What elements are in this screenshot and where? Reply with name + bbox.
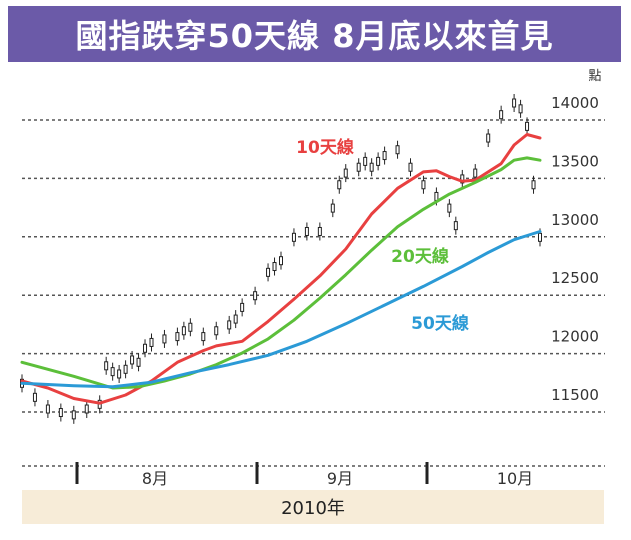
candle-body — [143, 343, 148, 353]
y-tick-label: 11500 — [551, 386, 599, 404]
candle-body — [149, 337, 154, 347]
candle-body — [130, 355, 135, 365]
candle-body — [356, 162, 361, 172]
candle-body — [369, 162, 374, 172]
candle-body — [453, 221, 458, 231]
series-label: 10天線 — [296, 137, 354, 158]
candle-body — [45, 404, 50, 414]
x-month-label: 9月 — [327, 469, 353, 488]
series-layer — [20, 133, 542, 405]
y-tick-label: 14000 — [551, 94, 599, 112]
x-month-label: 8月 — [142, 469, 168, 488]
series-line — [20, 133, 542, 405]
candle-body — [525, 121, 530, 131]
candle-body — [58, 408, 63, 418]
candle-body — [266, 267, 271, 277]
grid-layer — [22, 119, 605, 467]
series-label: 20天線 — [391, 246, 449, 267]
candle-body — [330, 203, 335, 213]
candle-body — [363, 156, 368, 166]
candle-body — [486, 133, 491, 143]
candle-body — [104, 361, 109, 371]
candle-body — [233, 314, 238, 324]
candle-body — [136, 357, 141, 367]
candle-body — [279, 256, 283, 266]
candle-body — [395, 145, 400, 155]
candle-body — [518, 104, 523, 114]
candle-body — [240, 302, 245, 312]
candle-body — [376, 156, 381, 166]
candle-body — [227, 320, 232, 330]
candle-body — [253, 291, 258, 301]
x-month-label: 10月 — [497, 469, 533, 488]
candle-body — [291, 232, 296, 242]
candle-body — [117, 369, 122, 379]
candle-body — [214, 326, 219, 336]
candle-body — [447, 203, 452, 213]
series-line — [20, 156, 542, 390]
candle-body — [382, 151, 387, 161]
candle-body — [512, 98, 517, 108]
candle-body — [201, 332, 206, 342]
year-label: 2010年 — [22, 490, 604, 524]
candle-body — [531, 180, 536, 190]
candle-body — [434, 191, 439, 201]
series-line — [20, 230, 542, 389]
candle-body — [32, 392, 37, 402]
candle-body — [304, 226, 309, 236]
candle-body — [162, 334, 167, 344]
candle-body — [473, 168, 478, 178]
candle-body — [175, 332, 180, 342]
candle-body — [272, 262, 277, 272]
y-tick-label: 12500 — [551, 269, 599, 287]
candle-body — [110, 367, 115, 377]
y-tick-label: 13500 — [551, 152, 599, 170]
candle-body — [538, 232, 542, 242]
label-layer: 11500 12000 12500 13000 13500 14000 點 10天線 20天線 5… — [142, 69, 602, 488]
axis-layer — [75, 462, 429, 484]
candle-body — [123, 364, 128, 374]
y-tick-label: 13000 — [551, 211, 599, 229]
y-tick-label: 12000 — [551, 328, 599, 346]
candle-body — [499, 110, 504, 120]
y-axis-unit: 點 — [588, 69, 601, 84]
candle-body — [337, 180, 342, 190]
candle-body — [71, 410, 76, 420]
candle-body — [343, 168, 348, 178]
candle-body — [84, 404, 89, 414]
chart-title: 國指跌穿50天線 8月底以來首見 — [8, 6, 621, 62]
candle-body — [421, 180, 426, 190]
candle-body — [181, 326, 186, 336]
series-label: 50天線 — [411, 313, 469, 334]
candle-body — [460, 174, 465, 184]
candle-body — [408, 162, 413, 172]
candle-body — [188, 322, 193, 332]
candle-body — [317, 226, 322, 236]
candle-layer — [20, 94, 542, 424]
